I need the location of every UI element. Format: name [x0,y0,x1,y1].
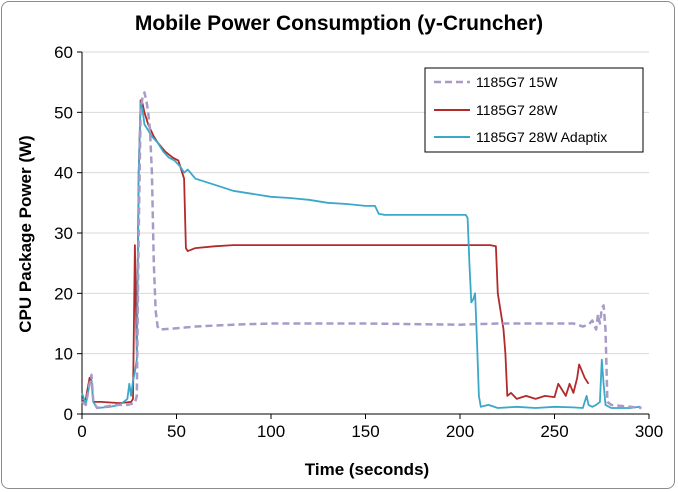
legend-label-28w: 1185G7 28W [476,102,558,118]
y-tick-label-50: 50 [54,103,73,122]
y-tick-label-10: 10 [54,345,73,364]
legend-label-adaptix: 1185G7 28W Adaptix [476,129,607,145]
x-tick-label-0: 0 [77,422,86,441]
x-tick-labels: 0 50 100 150 200 250 300 [77,414,663,441]
y-tick-label-40: 40 [54,164,73,183]
y-tick-labels: 0 10 20 30 40 50 60 [54,43,82,424]
series-line-1 [81,91,642,410]
x-tick-label-300: 300 [635,422,663,441]
legend: 1185G7 15W 1185G7 28W 1185G7 28W Adaptix [424,67,644,153]
y-tick-label-30: 30 [54,224,73,243]
y-tick-label-60: 60 [54,43,73,62]
y-tick-label-0: 0 [64,405,73,424]
x-tick-label-100: 100 [257,422,285,441]
series-line-3 [81,102,642,409]
legend-label-15w: 1185G7 15W [476,74,558,90]
y-axis-label: CPU Package Power (W) [16,135,35,332]
y-tick-label-20: 20 [54,284,73,303]
x-tick-label-150: 150 [351,422,379,441]
chart-title: Mobile Power Consumption (y-Cruncher) [135,12,543,35]
x-tick-label-250: 250 [540,422,568,441]
x-tick-label-200: 200 [446,422,474,441]
x-axis-label: Time (seconds) [305,460,429,479]
x-tick-label-50: 50 [167,422,186,441]
series-line-2 [81,99,590,404]
series-lines [81,91,642,410]
